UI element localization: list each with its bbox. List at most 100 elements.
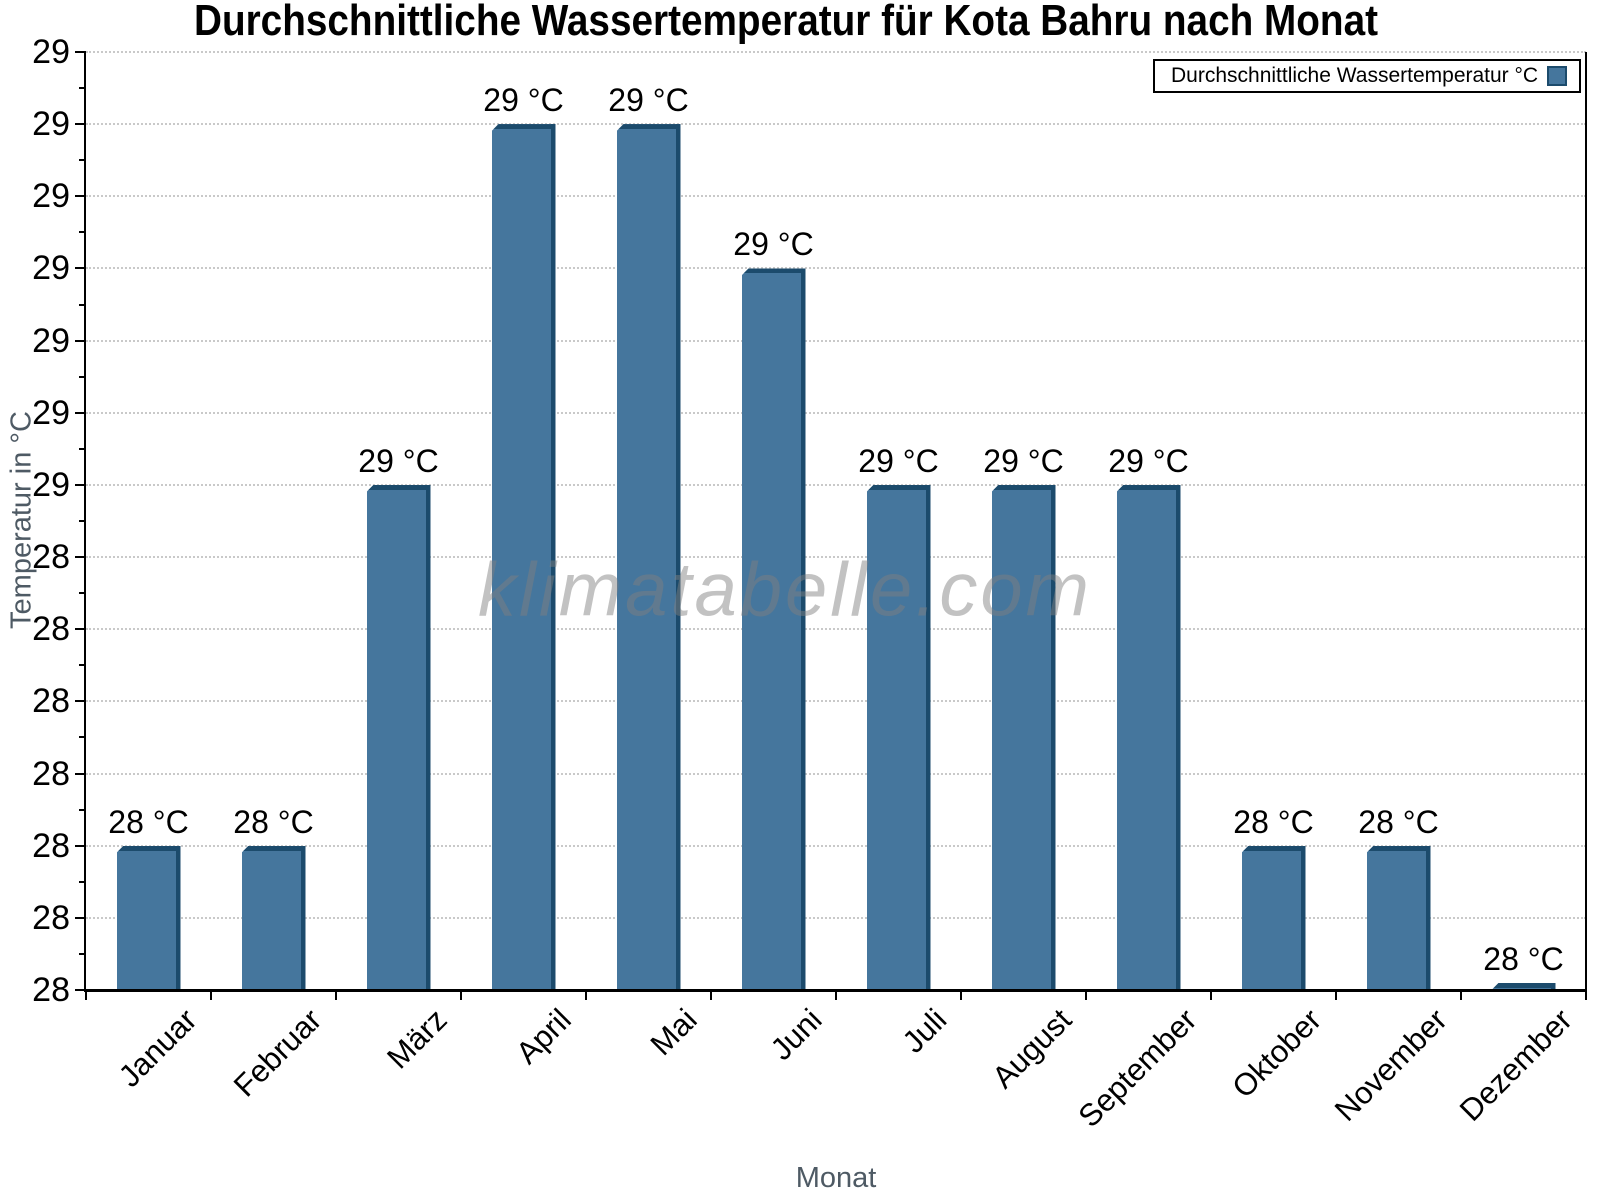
bar-value-label: 29 °C	[858, 442, 939, 479]
y-tick-label: 28	[32, 971, 70, 1009]
y-tick-label: 29	[32, 465, 70, 504]
x-axis-title: Monat	[795, 1162, 877, 1194]
y-minor-tick	[79, 159, 86, 162]
y-major-tick	[75, 267, 86, 270]
x-tick	[460, 990, 462, 1000]
x-tick	[835, 990, 837, 1000]
y-tick-label: 29	[32, 33, 70, 71]
y-gridline	[86, 483, 1586, 486]
y-major-tick	[75, 916, 86, 919]
y-gridline	[86, 51, 1586, 53]
y-gridline	[86, 123, 1586, 126]
bar-value-label: 29 °C	[733, 226, 814, 263]
y-major-tick	[75, 700, 86, 703]
bar-juli	[866, 484, 931, 990]
legend-color-swatch	[1547, 66, 1567, 86]
x-tick	[1210, 990, 1212, 1000]
y-gridline	[86, 772, 1586, 775]
y-gridline	[86, 700, 1586, 703]
x-tick	[710, 990, 712, 1000]
y-tick-label: 28	[32, 538, 70, 577]
y-minor-tick	[79, 231, 86, 234]
x-tick	[585, 990, 587, 1000]
bar-september	[1116, 484, 1181, 990]
y-minor-tick	[79, 520, 86, 522]
y-minor-tick	[79, 375, 86, 378]
x-tick	[1585, 990, 1587, 1000]
y-minor-tick	[79, 880, 86, 883]
x-label-april: April	[509, 1002, 579, 1071]
y-gridline	[86, 628, 1586, 631]
bar-februar	[241, 845, 306, 990]
bar-value-label: 28 °C	[233, 803, 314, 840]
y-axis-title: Temperatur in °C	[5, 411, 38, 629]
x-tick	[960, 990, 962, 1000]
y-major-tick	[75, 339, 86, 342]
watermark: klimatabelle.com	[478, 547, 1092, 633]
y-major-tick	[75, 195, 86, 198]
x-label-august: August	[985, 1002, 1079, 1095]
y-major-tick	[75, 51, 86, 53]
bar-value-label: 29 °C	[1108, 442, 1189, 479]
chart-title: Durchschnittliche Wassertemperatur für K…	[193, 0, 1379, 45]
bar-januar	[116, 845, 181, 990]
x-tick	[1460, 990, 1462, 1000]
y-major-tick	[75, 844, 86, 847]
bar-november	[1366, 845, 1431, 990]
y-minor-tick	[79, 303, 86, 306]
bar-juni	[741, 268, 806, 990]
y-tick-label: 29	[32, 393, 70, 432]
y-major-tick	[75, 772, 86, 775]
y-tick-label: 28	[32, 754, 70, 793]
bar-value-label: 29 °C	[608, 82, 689, 119]
y-minor-tick	[79, 87, 86, 90]
y-major-tick	[75, 411, 86, 414]
y-major-tick	[75, 123, 86, 126]
x-tick	[1335, 990, 1337, 1000]
y-tick-label: 28	[32, 682, 70, 721]
x-label-dezember: Dezember	[1452, 1002, 1579, 1128]
y-tick-label: 29	[32, 105, 70, 144]
bar-value-label: 28 °C	[1358, 803, 1439, 840]
y-gridline	[86, 339, 1586, 342]
bar-mai	[616, 124, 681, 990]
x-label-mai: Mai	[643, 1002, 704, 1063]
x-label-oktober: Oktober	[1225, 1002, 1329, 1105]
bar-value-label: 28 °C	[1233, 803, 1314, 840]
y-tick-label: 29	[32, 249, 70, 288]
y-major-tick	[75, 556, 86, 559]
bar-value-label: 29 °C	[483, 82, 564, 119]
x-tick	[1085, 990, 1087, 1000]
bar-value-label: 28 °C	[1483, 941, 1564, 977]
y-tick-label: 28	[32, 610, 70, 649]
y-gridline	[86, 195, 1586, 198]
x-label-november: November	[1327, 1002, 1454, 1128]
y-minor-tick	[79, 952, 86, 955]
bar-value-label: 29 °C	[983, 442, 1064, 479]
y-minor-tick	[79, 447, 86, 450]
y-tick-label: 28	[32, 898, 70, 937]
legend: Durchschnittliche Wassertemperatur °C	[1153, 59, 1581, 93]
x-label-januar: Januar	[111, 1002, 204, 1094]
y-tick-label: 28	[32, 826, 70, 865]
y-tick-label: 29	[32, 177, 70, 216]
x-label-juli: Juli	[895, 1002, 954, 1060]
x-label-maerz: März	[379, 1002, 454, 1076]
x-label-februar: Februar	[226, 1002, 329, 1104]
bar-dezember	[1491, 983, 1556, 990]
bar-value-label: 28 °C	[108, 803, 189, 840]
y-minor-tick	[79, 664, 86, 667]
x-label-september: September	[1071, 1002, 1204, 1134]
x-tick	[335, 990, 337, 1000]
y-gridline	[86, 267, 1586, 270]
bar-august	[991, 484, 1056, 990]
y-gridline	[86, 844, 1586, 847]
x-tick	[210, 990, 212, 1000]
bar-april	[491, 124, 556, 990]
y-gridline	[86, 556, 1586, 559]
legend-label: Durchschnittliche Wassertemperatur °C	[1171, 64, 1539, 87]
y-gridline	[86, 916, 1586, 919]
y-minor-tick	[79, 736, 86, 739]
right-frame-line	[1585, 52, 1587, 990]
bar-oktober	[1241, 845, 1306, 990]
